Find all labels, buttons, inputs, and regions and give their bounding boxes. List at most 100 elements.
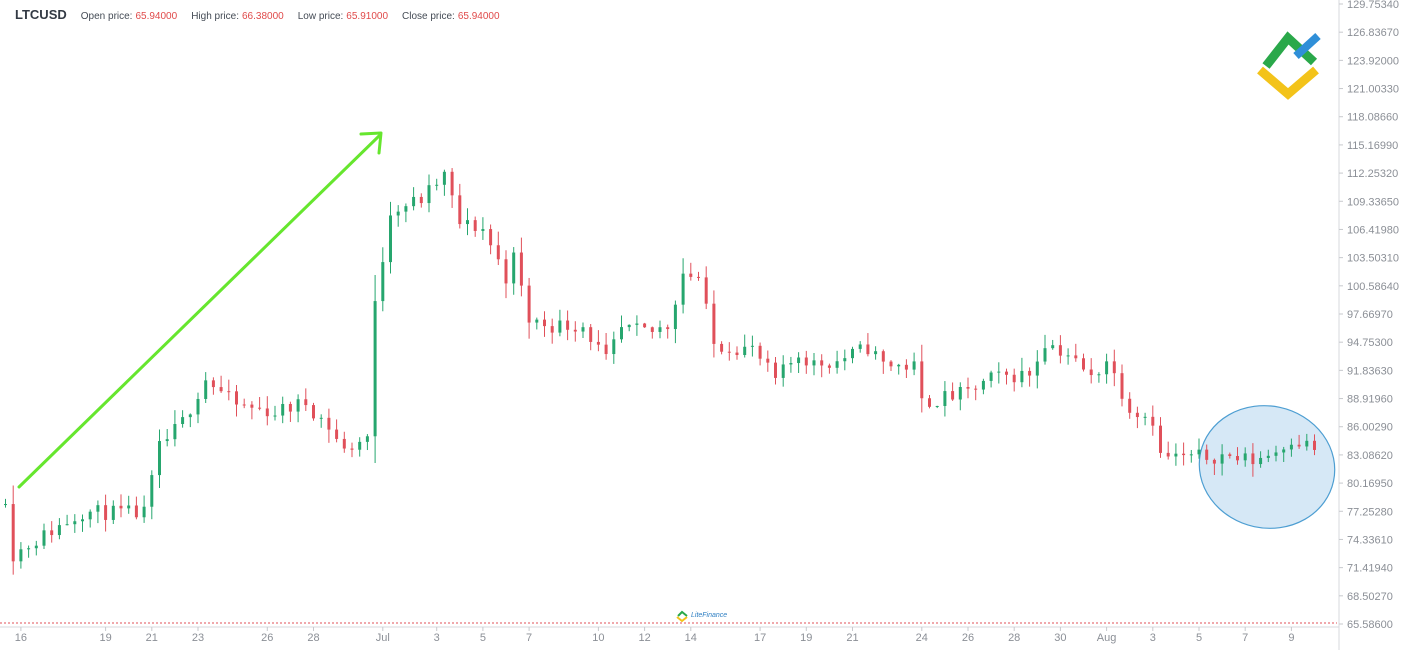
price-tick-label: 126.83670 bbox=[1347, 27, 1399, 39]
price-tick-label: 71.41940 bbox=[1347, 563, 1393, 575]
candle-up bbox=[204, 372, 208, 404]
candle-up bbox=[812, 352, 816, 376]
candle-down bbox=[335, 419, 339, 443]
candle-body bbox=[504, 259, 508, 284]
candle-down bbox=[604, 333, 608, 360]
candle-down bbox=[1058, 335, 1062, 364]
candle-up bbox=[181, 410, 185, 428]
open-price-label: Open price: bbox=[80, 11, 133, 22]
candle-body bbox=[704, 277, 708, 304]
time-axis[interactable]: 16 19 21 23 26 28 Jul 3 5 7 10 12 14 17 19 21 24 26 28 30 Au… bbox=[0, 626, 1339, 644]
candle-body bbox=[1220, 454, 1224, 464]
candle-down bbox=[720, 341, 724, 355]
candle-down bbox=[966, 377, 970, 399]
candle-body bbox=[612, 339, 616, 355]
price-tick-label: 74.33610 bbox=[1347, 534, 1393, 546]
candle-up bbox=[81, 514, 84, 532]
candle-body bbox=[1066, 355, 1070, 357]
candle-body bbox=[643, 323, 647, 328]
candle-body bbox=[1159, 425, 1162, 453]
candle-body bbox=[820, 360, 824, 366]
price-axis[interactable]: 129.75340 126.83670 123.92000 121.00330 118.… bbox=[1338, 0, 1399, 650]
candle-up bbox=[943, 381, 947, 417]
candle-body bbox=[1028, 370, 1032, 376]
candle-body bbox=[142, 506, 146, 518]
price-tick-label: 65.58600 bbox=[1347, 619, 1393, 631]
time-tick-label: 7 bbox=[526, 632, 532, 644]
candle-down bbox=[1135, 406, 1139, 429]
candle-down bbox=[866, 333, 870, 357]
candle-down bbox=[804, 350, 808, 374]
price-tick-label: 106.41980 bbox=[1347, 224, 1399, 236]
candle-body bbox=[827, 365, 831, 368]
price-tick-label: 112.25320 bbox=[1347, 168, 1398, 180]
watermark-text: LiteFinance bbox=[691, 612, 728, 619]
candle-down bbox=[1005, 368, 1008, 385]
candle-up bbox=[165, 429, 169, 447]
candle-body bbox=[1243, 453, 1247, 461]
time-tick-label: 5 bbox=[1196, 632, 1202, 644]
candle-body bbox=[804, 357, 808, 366]
candle-body bbox=[1058, 345, 1062, 356]
candle-body bbox=[1074, 355, 1078, 359]
candle-up bbox=[4, 498, 7, 508]
candle-body bbox=[650, 327, 654, 332]
candle-body bbox=[1182, 453, 1186, 456]
candle-body bbox=[250, 404, 254, 408]
candle-up bbox=[1189, 449, 1193, 463]
time-tick-label: 3 bbox=[1150, 632, 1156, 644]
candle-body bbox=[851, 348, 854, 359]
candle-body bbox=[673, 304, 677, 330]
candle-body bbox=[596, 341, 600, 345]
candle-down bbox=[458, 183, 462, 229]
candle-up bbox=[535, 317, 539, 330]
candle-down bbox=[219, 375, 223, 393]
price-tick-label: 77.25280 bbox=[1347, 506, 1393, 518]
candle-down bbox=[235, 385, 238, 417]
candle-down bbox=[697, 271, 700, 281]
candle-down bbox=[350, 442, 354, 458]
candle-body bbox=[65, 524, 69, 526]
candle-up bbox=[997, 362, 1001, 384]
candle-up bbox=[989, 370, 993, 388]
candle-up bbox=[1051, 339, 1055, 350]
candle-up bbox=[19, 542, 23, 569]
candle-down bbox=[1082, 353, 1085, 372]
price-tick-label: 121.00330 bbox=[1347, 84, 1399, 96]
candle-body bbox=[1135, 412, 1139, 418]
candle-down bbox=[1228, 452, 1232, 459]
candle-body bbox=[658, 327, 662, 332]
candle-body bbox=[1043, 348, 1047, 362]
price-tick-label: 97.66970 bbox=[1347, 309, 1393, 321]
candle-up bbox=[635, 315, 639, 336]
candle-down bbox=[1166, 441, 1170, 460]
candle-down bbox=[928, 395, 931, 409]
candle-down bbox=[650, 326, 654, 339]
candle-body bbox=[281, 403, 285, 416]
candle-body bbox=[304, 399, 308, 406]
candle-down bbox=[504, 250, 508, 299]
candle-up bbox=[1043, 334, 1047, 365]
candle-body bbox=[1166, 452, 1170, 457]
candle-body bbox=[165, 439, 169, 442]
candle-body bbox=[404, 206, 408, 212]
candle-body bbox=[273, 415, 277, 417]
price-tick-label: 100.58640 bbox=[1347, 281, 1399, 293]
candle-body bbox=[1051, 345, 1055, 349]
candle-down bbox=[643, 322, 647, 328]
candle-up bbox=[150, 470, 154, 520]
candle-body bbox=[57, 525, 61, 536]
price-tick-label: 118.08660 bbox=[1347, 112, 1398, 124]
time-tick-label: 16 bbox=[15, 632, 27, 644]
candle-body bbox=[635, 323, 639, 325]
candle-up bbox=[188, 413, 192, 428]
candle-up bbox=[1020, 357, 1024, 388]
candle-up bbox=[1097, 372, 1101, 383]
time-tick-label: 10 bbox=[592, 632, 604, 644]
candle-body bbox=[920, 361, 924, 399]
candle-body bbox=[573, 329, 577, 332]
candle-body bbox=[1105, 361, 1109, 375]
candle-up bbox=[358, 437, 362, 457]
